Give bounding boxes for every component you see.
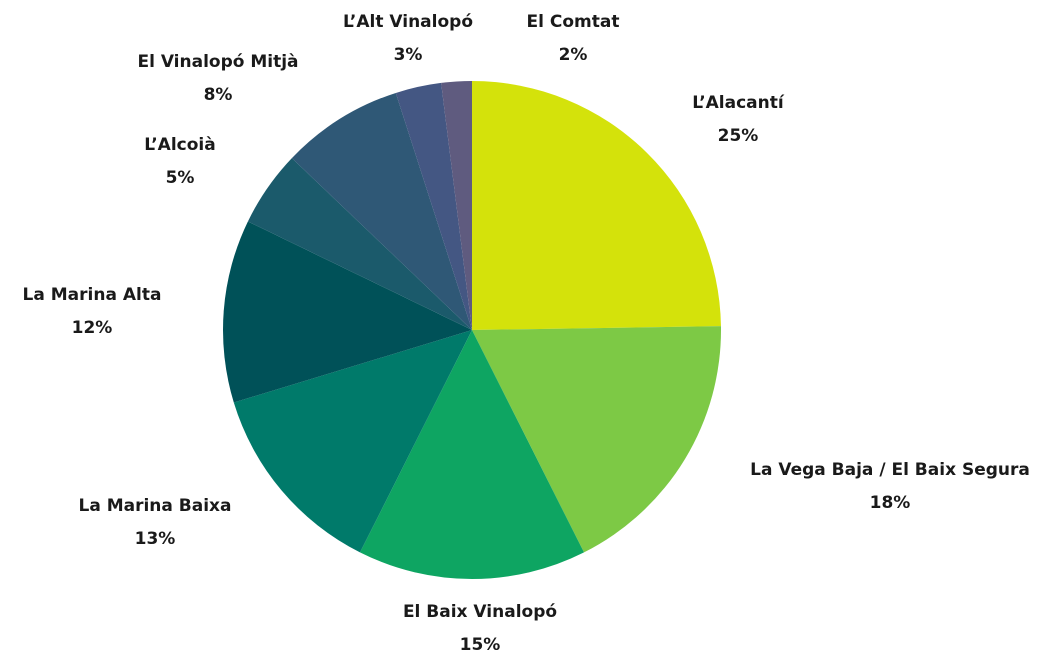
pie-slice [247, 158, 472, 330]
pie-slice [223, 221, 472, 403]
slice-label: El Vinalopó Mitjà [137, 52, 298, 72]
pie-slice [472, 81, 721, 330]
value-label: 8% [204, 85, 233, 105]
slice-label: L’Alacantí [692, 93, 785, 113]
slice-label: El Comtat [527, 12, 620, 32]
value-label: 13% [135, 529, 176, 549]
slice-label: La Vega Baja / El Baix Segura [750, 460, 1030, 480]
value-label: 15% [460, 635, 501, 655]
slice-label: La Marina Alta [23, 285, 162, 305]
value-label: 12% [72, 318, 113, 338]
slice-label: L’Alcoià [144, 135, 215, 155]
slice-label: L’Alt Vinalopó [343, 12, 473, 32]
pie-slice [395, 82, 472, 330]
pie-slice [233, 330, 472, 553]
slice-label: La Marina Baixa [78, 496, 231, 516]
pie-slice [359, 330, 585, 579]
slice-label: El Baix Vinalopó [403, 602, 557, 622]
value-label: 3% [394, 45, 423, 65]
pie-slice [291, 92, 472, 331]
value-label: 2% [559, 45, 588, 65]
value-label: 5% [166, 168, 195, 188]
pie-slice [472, 326, 722, 553]
pie-slice [441, 81, 472, 330]
value-label: 25% [718, 126, 759, 146]
value-label: 18% [870, 493, 911, 513]
